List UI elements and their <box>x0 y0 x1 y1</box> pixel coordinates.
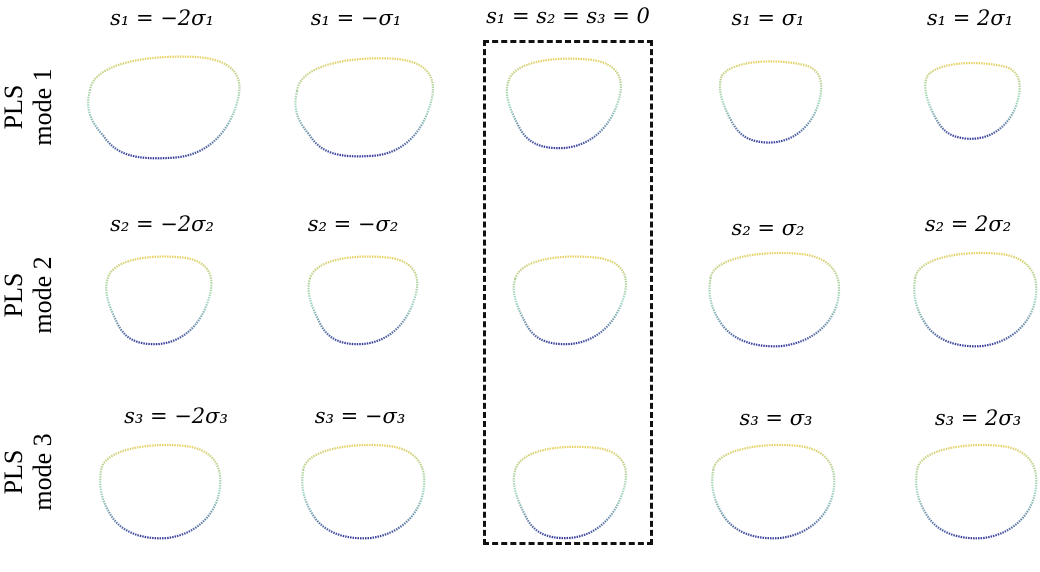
mesh-mode3-baseline <box>505 440 633 540</box>
row-label-mode-2-line1: PLS <box>0 195 28 395</box>
row-label-mode-2-line2: mode 2 <box>28 195 57 395</box>
mesh-mode1-minus2 <box>80 48 245 160</box>
mesh-mode3-plus2 <box>912 440 1040 540</box>
mesh-mode1-plus1 <box>710 56 828 146</box>
label-mode2-plus2: s₂ = 2σ₂ <box>925 212 1011 236</box>
mesh-mode3-plus1 <box>708 440 838 540</box>
mesh-mode3-minus2 <box>96 440 224 540</box>
row-label-mode-1: PLS mode 1 <box>0 7 57 207</box>
label-mode3-plus1: s₃ = σ₃ <box>740 406 813 430</box>
row-label-mode-3-line2: mode 3 <box>28 372 57 572</box>
label-mode1-minus2: s₁ = −2σ₁ <box>110 6 214 30</box>
label-mode2-minus2: s₂ = −2σ₂ <box>110 212 214 236</box>
mesh-mode1-plus2 <box>916 58 1026 142</box>
label-mode3-minus2: s₃ = −2σ₃ <box>124 404 228 428</box>
mesh-mode2-baseline <box>505 250 633 346</box>
mesh-mode3-minus1 <box>298 440 428 540</box>
row-label-mode-1-line2: mode 1 <box>28 7 57 207</box>
row-label-mode-3: PLS mode 3 <box>0 372 57 572</box>
label-mode3-plus2: s₃ = 2σ₃ <box>935 406 1021 430</box>
label-mode2-minus1: s₂ = −σ₂ <box>308 212 399 236</box>
mesh-mode1-baseline <box>498 52 628 150</box>
row-label-mode-2: PLS mode 2 <box>0 195 57 395</box>
label-mode2-plus1: s₂ = σ₂ <box>732 216 805 240</box>
mesh-mode2-plus1 <box>705 248 843 348</box>
row-label-mode-3-line1: PLS <box>0 372 28 572</box>
label-mode1-plus1: s₁ = σ₁ <box>732 6 805 30</box>
mesh-mode1-minus1 <box>288 50 438 158</box>
mesh-mode2-plus2 <box>910 248 1040 348</box>
label-mode3-minus1: s₃ = −σ₃ <box>315 404 406 428</box>
mesh-mode2-minus2 <box>98 250 218 346</box>
label-baseline: s₁ = s₂ = s₃ = 0 <box>486 4 650 28</box>
label-mode1-plus2: s₁ = 2σ₁ <box>927 6 1013 30</box>
label-mode1-minus1: s₁ = −σ₁ <box>311 6 402 30</box>
mesh-mode2-minus1 <box>300 250 424 346</box>
row-label-mode-1-line1: PLS <box>0 7 28 207</box>
